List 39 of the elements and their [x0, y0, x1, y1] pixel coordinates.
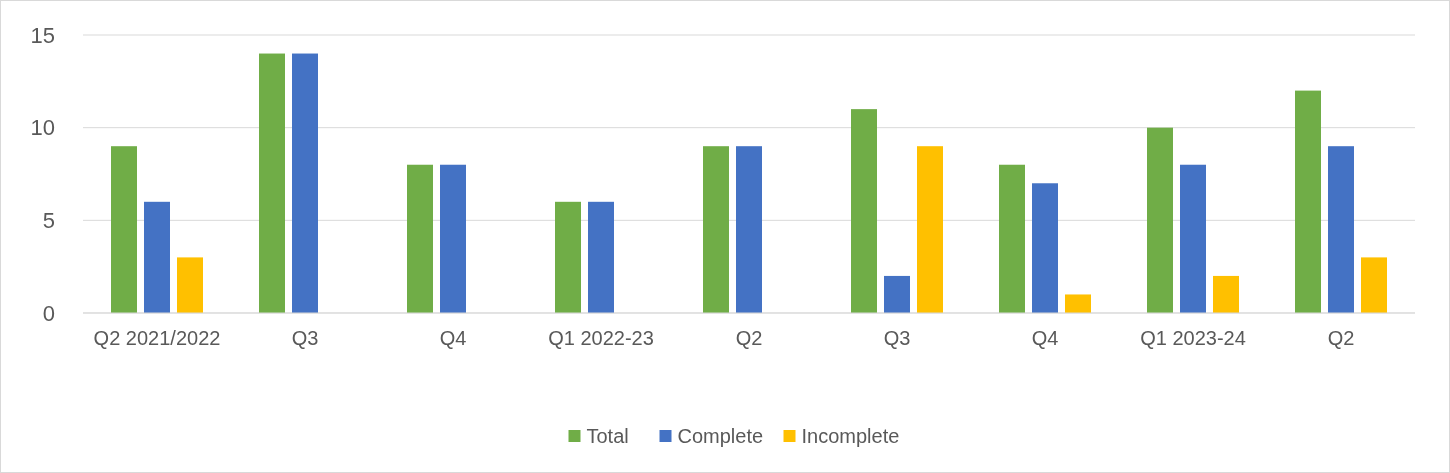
bar: [736, 146, 762, 313]
y-tick-label: 15: [30, 22, 55, 48]
bar: [999, 164, 1025, 313]
bar: [407, 164, 433, 313]
legend-label: Complete: [677, 425, 764, 447]
bar: [1180, 164, 1206, 313]
y-tick-label: 0: [42, 300, 55, 326]
bar: [177, 257, 203, 313]
bar: [440, 164, 466, 313]
bar: [588, 201, 614, 313]
x-tick-label: Q3: [883, 327, 911, 349]
bar: [703, 146, 729, 313]
x-tick-label: Q3: [291, 327, 319, 349]
x-tick-label: Q1 2023-24: [1140, 327, 1246, 349]
legend-label: Total: [586, 425, 629, 447]
bar: [1328, 146, 1354, 313]
bar: [884, 275, 910, 313]
bar: [1295, 90, 1321, 313]
x-tick-label: Q1 2022-23: [548, 327, 654, 349]
x-tick-label: Q2: [735, 327, 763, 349]
bar: [1147, 127, 1173, 313]
bar: [292, 53, 318, 313]
bar: [1032, 183, 1058, 313]
legend-label: Incomplete: [801, 425, 900, 447]
bar: [111, 146, 137, 313]
bar: [1213, 275, 1239, 313]
bar: [144, 201, 170, 313]
x-tick-label: Q2 2021/2022: [93, 327, 221, 349]
bar: [851, 109, 877, 313]
bar: [1361, 257, 1387, 313]
x-tick-label: Q4: [1031, 327, 1059, 349]
x-tick-label: Q4: [439, 327, 467, 349]
bar: [1065, 294, 1091, 313]
y-tick-label: 10: [30, 115, 55, 141]
bar: [917, 146, 943, 313]
x-tick-label: Q2: [1327, 327, 1355, 349]
bar: [259, 53, 285, 313]
bar: [555, 201, 581, 313]
y-tick-label: 5: [42, 208, 55, 234]
